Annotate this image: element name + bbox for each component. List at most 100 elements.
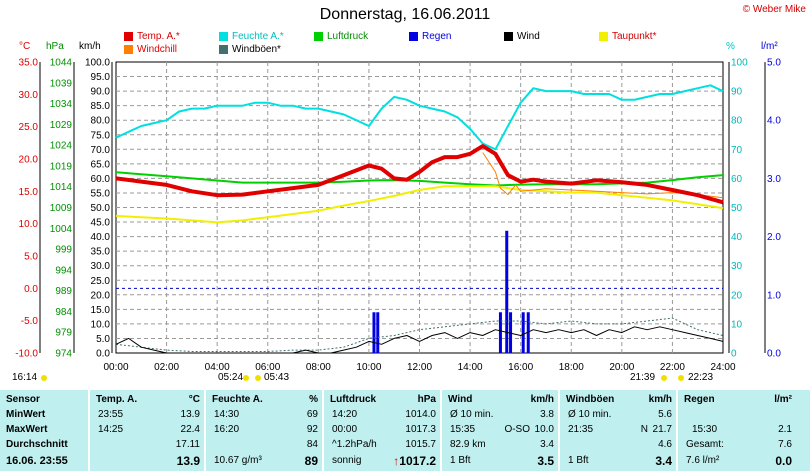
rain-bar [372,312,376,353]
wind-unit: km/h [530,394,554,405]
legend-swatch-temp [124,32,133,41]
legend-label-pressure: Luftdruck [327,31,369,42]
marker-label-1: 16:14 [12,372,38,383]
sensor-column: Sensor MinWert MaxWert Durchschnitt 16.0… [0,390,88,471]
weather-chart: 35.0 30.0 25.0 20.0 15.0 10.0 5.0 0.0 -5.0 -10.0 1… [15,58,781,381]
pressure-tick-label: 994 [55,265,72,276]
legend-temp: Temp. A.* [124,31,180,42]
legend-label-gusts: Windböen* [232,44,281,55]
temp-header: Temp. A. [96,394,138,405]
humidity-tick-label: 80 [731,116,743,127]
min-row-label: MinWert [6,409,46,420]
gust-column: Windböen km/h Ø 10 min. 5.6 21:35 N 21.7… [558,390,678,471]
legend-rain: Regen [409,31,451,42]
pressure-current: ↑1017.2 [393,454,436,468]
humidity-avg: 84 [306,439,318,450]
temp-column: Temp. A. °C 23:55 13.9 14:25 22.4 17.11 … [88,390,206,471]
legend-swatch-rain [409,32,418,41]
temp-tick-label: -10.0 [15,349,38,360]
wind-tick-label: 45.0 [91,218,111,229]
avg-row-label: Durchschnitt [6,439,68,450]
legend-label-temp: Temp. A.* [137,31,180,42]
pressure-axis-unit: hPa [46,41,64,52]
rain-bar [376,312,380,353]
legend-gusts: Windböen* [219,44,281,55]
sun-marker [255,375,261,381]
pressure-tick-label: 1009 [50,203,73,214]
pressure-tick-label: 1014 [50,182,73,193]
temp-tick-label: -5.0 [21,316,39,327]
humidity-tick-label: 100 [731,58,748,69]
series-line-windchill [482,152,724,199]
legend-label-wind: Wind [517,31,540,42]
sun-marker [678,375,684,381]
wind-tick-label: 15.0 [91,305,111,316]
legend-windchill: Windchill [124,44,177,55]
pressure-tick-label: 979 [55,328,72,339]
rain-max-time: 15:30 [692,424,718,435]
legend-swatch-wind [504,32,513,41]
wind-tick-label: 35.0 [91,247,111,258]
legend-label-windchill: Windchill [137,44,178,55]
legend-humidity: Feuchte A.* [219,31,284,42]
pressure-tick-label: 1024 [50,141,73,152]
pressure-tick-label: 1019 [50,161,73,172]
humidity-tick-label: 40 [731,232,743,243]
wind-tick-label: 60.0 [91,174,111,185]
humidity-current: 89 [304,454,318,468]
legend-label-rain: Regen [422,31,452,42]
wind-tick-label: 85.0 [91,101,111,112]
wind-axis-unit: km/h [79,41,101,52]
x-tick-label: 06:00 [255,362,280,373]
pressure-column: Luftdruck hPa 14:20 1014.0 00:00 1017.3 … [322,390,442,471]
x-tick-label: 20:00 [609,362,634,373]
humidity-tick-label: 10 [731,319,743,330]
humidity-absolute: 10.67 g/m³ [214,455,262,466]
wind-max-time: 15:35 [450,424,476,435]
sun-marker [661,375,667,381]
temp-current: 13.9 [176,454,200,468]
pressure-current-value: 1017.2 [399,454,436,468]
temp-tick-label: 15.0 [19,187,39,198]
humidity-tick-label: 60 [731,174,743,185]
wind-tick-label: 55.0 [91,188,111,199]
temp-avg: 17.11 [175,439,200,450]
legend-swatch-dewpoint [599,32,608,41]
rain-bar [521,312,525,353]
rain-sum: 7.6 l/m² [686,455,720,466]
wind-tick-label: 25.0 [91,276,111,287]
rain-tick-label: 3.0 [767,174,781,185]
rain-tick-label: 1.0 [767,290,781,301]
gust-current: 3.4 [655,454,672,468]
legend-swatch-windchill [124,45,133,54]
x-tick-label: 24:00 [710,362,735,373]
humidity-tick-label: 20 [731,290,743,301]
humidity-column: Feuchte A. % 14:30 69 16:20 92 84 10.67 … [204,390,324,471]
legend-label-humidity: Feuchte A.* [232,31,284,42]
sun-marker [41,375,47,381]
wind-header: Wind [448,394,473,405]
gust-beaufort: 1 Bft [568,455,589,466]
temp-unit: °C [188,394,200,405]
series-line-taupunkt [115,185,724,224]
rain-total-label: Gesamt: [686,439,724,450]
rain-bar [498,312,502,353]
pressure-tick-label: 989 [55,286,72,297]
stats-table: Sensor MinWert MaxWert Durchschnitt 16.0… [0,390,810,471]
rain-tick-label: 0.0 [767,349,781,360]
humidity-max: 92 [306,424,318,435]
pressure-header: Luftdruck [330,394,377,405]
x-tick-label: 14:00 [458,362,483,373]
wind-column: Wind km/h Ø 10 min. 3.8 15:35 O-SO 10.0 … [440,390,560,471]
wind-max-value: 10.0 [534,424,554,435]
gust-avg-label: Ø 10 min. [568,409,612,420]
temp-tick-label: 25.0 [19,122,39,133]
last-update: 16.06. 23:55 [6,455,68,467]
pressure-min: 1014.0 [405,409,436,420]
series-line-wind [115,326,724,354]
pressure-tick-label: 999 [55,245,72,256]
humidity-max-time: 16:20 [214,424,240,435]
humidity-tick-label: 30 [731,261,743,272]
temp-min: 13.9 [180,409,200,420]
x-tick-label: 10:00 [356,362,381,373]
